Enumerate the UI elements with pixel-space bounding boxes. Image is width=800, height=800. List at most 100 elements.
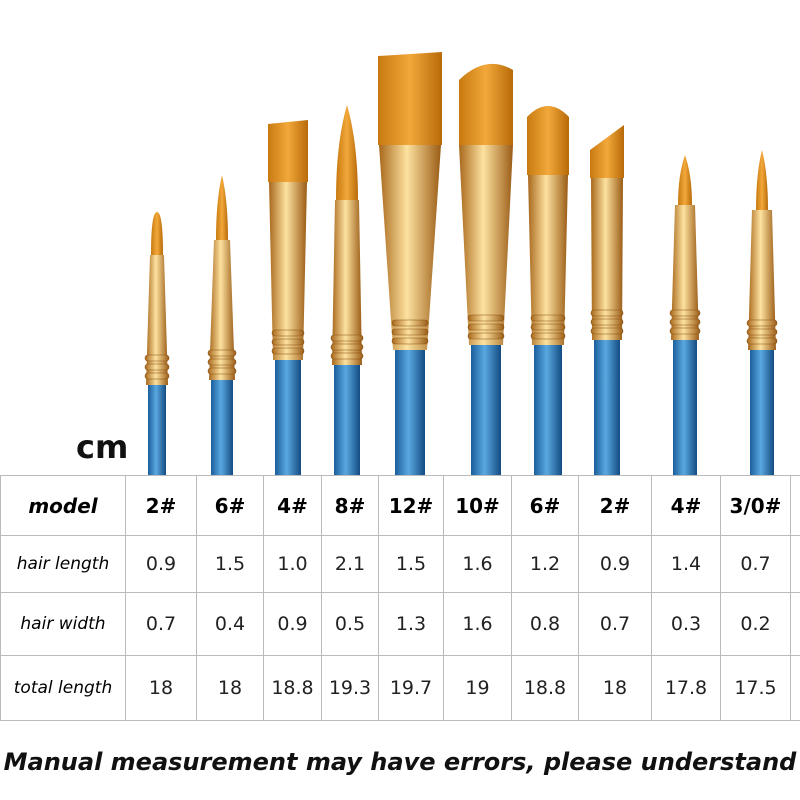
cell-spacer — [790, 592, 800, 656]
ferrule-ring — [391, 319, 429, 327]
row-label: hair length — [0, 535, 126, 593]
cell: 1.4 — [651, 535, 721, 593]
ferrule-ring — [271, 329, 305, 337]
brush-hair — [268, 120, 308, 182]
cell: 10# — [443, 475, 512, 536]
cell: 2.1 — [321, 535, 379, 593]
ferrule-ring — [391, 328, 429, 336]
ferrule-ring — [530, 314, 566, 322]
cell: 1.2 — [511, 535, 579, 593]
cell: 17.5 — [720, 655, 791, 721]
unit-label: cm — [76, 428, 129, 466]
cell: 0.7 — [578, 592, 652, 656]
row-label: model — [0, 475, 126, 536]
brush-handle — [673, 335, 697, 475]
cell: 18 — [578, 655, 652, 721]
brush-ferrule — [591, 178, 623, 340]
ferrule-ring — [330, 343, 364, 351]
ferrule-ring — [746, 328, 778, 336]
brush-handle — [471, 340, 501, 475]
brush-hair — [151, 212, 163, 255]
brush-ferrule — [146, 255, 168, 385]
brush-hair — [216, 175, 228, 240]
cell: 3/0# — [720, 475, 791, 536]
ferrule-ring — [590, 318, 624, 326]
table-row: hair width 0.7 0.4 0.9 0.5 1.3 1.6 0.8 0.7 0.3 0.2 — [0, 592, 800, 656]
row-label: hair width — [0, 592, 126, 656]
cell: 2# — [578, 475, 652, 536]
brush-ferrule — [528, 175, 568, 345]
cell: 17.8 — [651, 655, 721, 721]
row-label: total length — [0, 655, 126, 721]
ferrule-ring — [530, 323, 566, 331]
brush-hair — [378, 52, 442, 145]
brush-handle — [750, 345, 774, 475]
cell: 19.3 — [321, 655, 379, 721]
cell: 18 — [196, 655, 264, 721]
ferrule-ring — [271, 347, 305, 355]
cell: 1.3 — [378, 592, 444, 656]
ferrule-ring — [271, 338, 305, 346]
ferrule-ring — [590, 309, 624, 317]
brush-illustration — [144, 52, 778, 475]
ferrule-ring — [669, 309, 701, 317]
brush-ferrule — [671, 205, 699, 340]
ferrule-ring — [530, 332, 566, 340]
brush-hair — [678, 155, 692, 205]
cell-spacer — [790, 535, 800, 593]
caption: Manual measurement may have errors, plea… — [3, 748, 797, 776]
ferrule-ring — [746, 319, 778, 327]
cell: 0.5 — [321, 592, 379, 656]
table-row: hair length 0.9 1.5 1.0 2.1 1.5 1.6 1.2 0.9 1.4 0.… — [0, 535, 800, 593]
brush-hair — [590, 125, 624, 178]
cell: 1.0 — [263, 535, 322, 593]
cell-spacer — [790, 475, 800, 536]
ferrule-ring — [207, 367, 237, 375]
ferrule-ring — [467, 314, 505, 322]
brush-handle — [594, 335, 620, 475]
cell: 0.2 — [720, 592, 791, 656]
ferrule-ring — [144, 354, 170, 362]
cell: 19.7 — [378, 655, 444, 721]
ferrule-ring — [207, 358, 237, 366]
brush-ferrule — [269, 182, 307, 360]
cell: 1.5 — [196, 535, 264, 593]
brush-ferrule — [209, 240, 235, 380]
table-row: model 2# 6# 4# 8# 12# 10# 6# 2# 4# 3/0# — [0, 475, 800, 536]
ferrule-ring — [669, 327, 701, 335]
cell: 1.6 — [443, 535, 512, 593]
cell: 4# — [263, 475, 322, 536]
cell: 0.7 — [125, 592, 197, 656]
brush-handle — [534, 340, 562, 475]
spec-table: model 2# 6# 4# 8# 12# 10# 6# 2# 4# 3/0# hair length… — [0, 475, 800, 721]
cell: 0.8 — [511, 592, 579, 656]
ferrule-ring — [746, 337, 778, 345]
cell: 0.4 — [196, 592, 264, 656]
brush-hair — [336, 105, 358, 200]
cell: 0.3 — [651, 592, 721, 656]
cell: 1.6 — [443, 592, 512, 656]
cell: 12# — [378, 475, 444, 536]
ferrule-ring — [330, 352, 364, 360]
ferrule-ring — [144, 363, 170, 371]
brush-handle — [275, 355, 301, 475]
cell-spacer — [790, 655, 800, 721]
cell: 8# — [321, 475, 379, 536]
ferrule-ring — [669, 318, 701, 326]
brush-ferrule — [379, 145, 441, 350]
ferrule-ring — [467, 332, 505, 340]
cell: 6# — [196, 475, 264, 536]
brush-handle — [395, 345, 425, 475]
ferrule-ring — [391, 337, 429, 345]
cell: 0.7 — [720, 535, 791, 593]
brush-hair — [459, 63, 513, 145]
brush-ferrule — [748, 210, 776, 350]
cell: 2# — [125, 475, 197, 536]
brush-handle — [334, 360, 360, 475]
cell: 0.9 — [578, 535, 652, 593]
cell: 18.8 — [263, 655, 322, 721]
ferrule-ring — [590, 327, 624, 335]
brush-handle — [211, 375, 233, 475]
cell: 18.8 — [511, 655, 579, 721]
